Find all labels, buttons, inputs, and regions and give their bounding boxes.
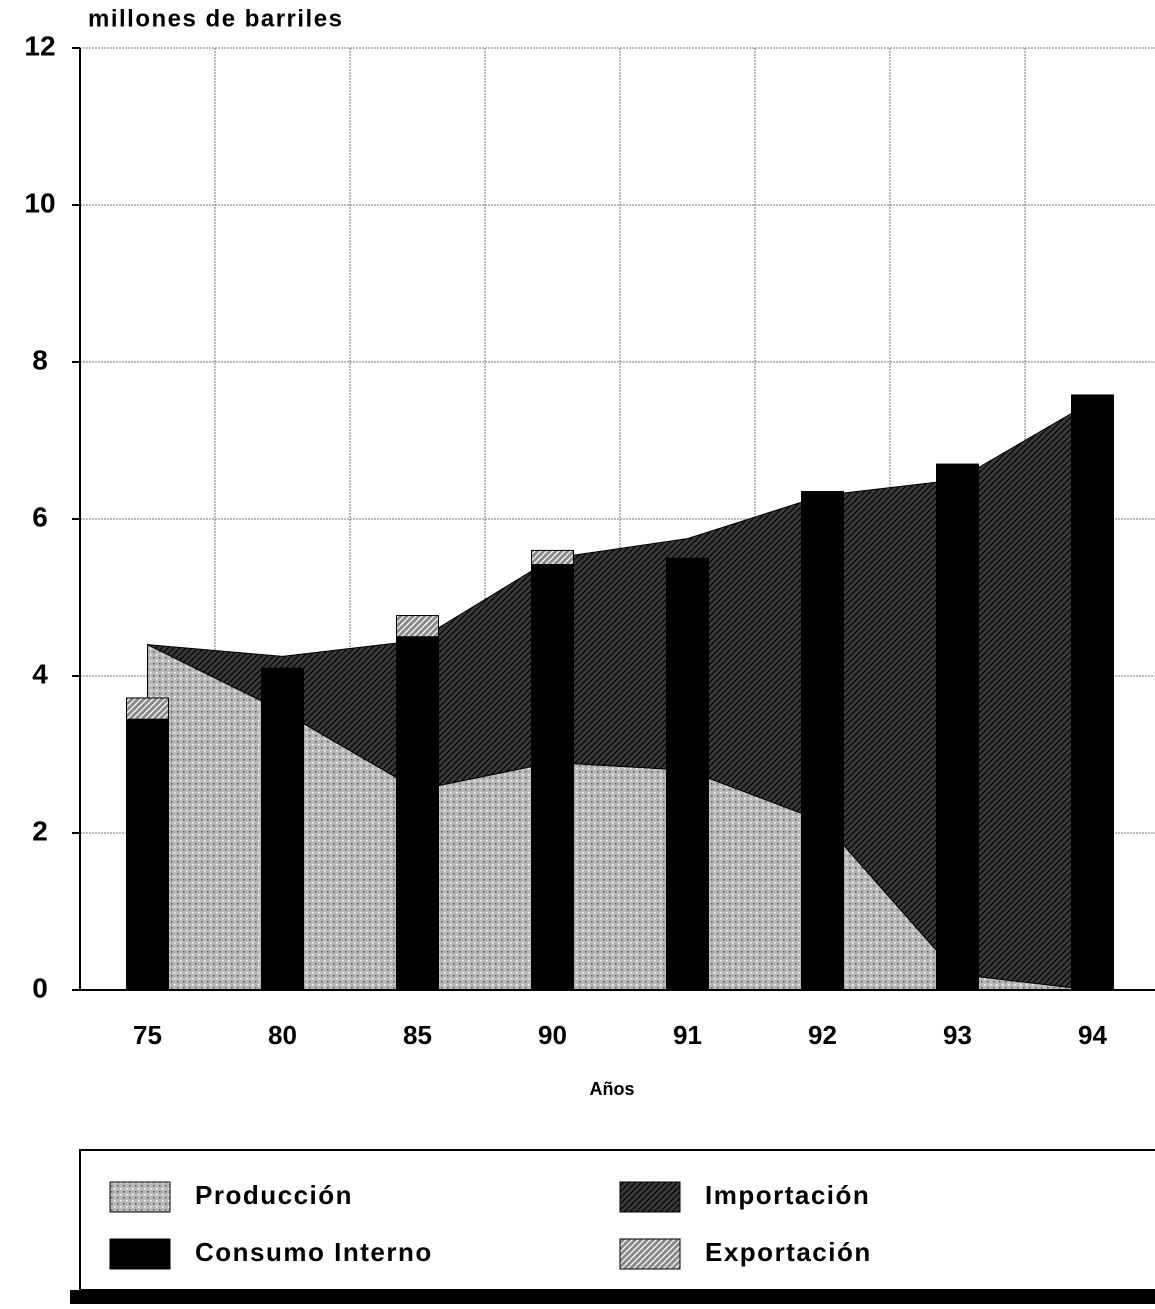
x-tick-label: 85 [403, 1020, 432, 1050]
y-tick-label: 10 [24, 187, 55, 218]
bar [126, 697, 169, 720]
x-tick-label: 93 [943, 1020, 972, 1050]
legend-swatch [109, 1181, 171, 1213]
legend-swatch [619, 1238, 681, 1270]
y-tick-label: 4 [32, 658, 48, 689]
legend-label: Importación [705, 1180, 870, 1210]
x-tick-label: 90 [538, 1020, 567, 1050]
y-axis-label: millones de barriles [88, 5, 343, 32]
bar [396, 615, 439, 638]
legend-shadow [70, 1290, 1155, 1304]
x-tick-label: 75 [133, 1020, 162, 1050]
bar [261, 667, 304, 991]
y-tick-label: 12 [24, 30, 55, 61]
y-tick-label: 2 [32, 815, 48, 846]
x-tick-label: 94 [1078, 1020, 1107, 1050]
legend-label: Exportación [705, 1237, 872, 1267]
bar [396, 636, 439, 991]
y-tick-label: 0 [32, 972, 48, 1003]
bar [666, 557, 709, 991]
bar [531, 564, 574, 991]
legend-label: Producción [195, 1180, 353, 1210]
bar [1071, 394, 1114, 991]
bar [801, 491, 844, 991]
bar [126, 718, 169, 991]
y-tick-label: 8 [32, 344, 48, 375]
bar [936, 463, 979, 991]
legend-swatch [619, 1181, 681, 1213]
x-tick-label: 91 [673, 1020, 702, 1050]
bar [531, 549, 574, 566]
x-tick-label: 92 [808, 1020, 837, 1050]
legend-swatch [109, 1238, 171, 1270]
x-axis-label: Años [590, 1079, 635, 1099]
x-tick-label: 80 [268, 1020, 297, 1050]
y-tick-label: 6 [32, 501, 48, 532]
legend-label: Consumo Interno [195, 1237, 433, 1267]
legend-box [79, 1149, 1155, 1291]
